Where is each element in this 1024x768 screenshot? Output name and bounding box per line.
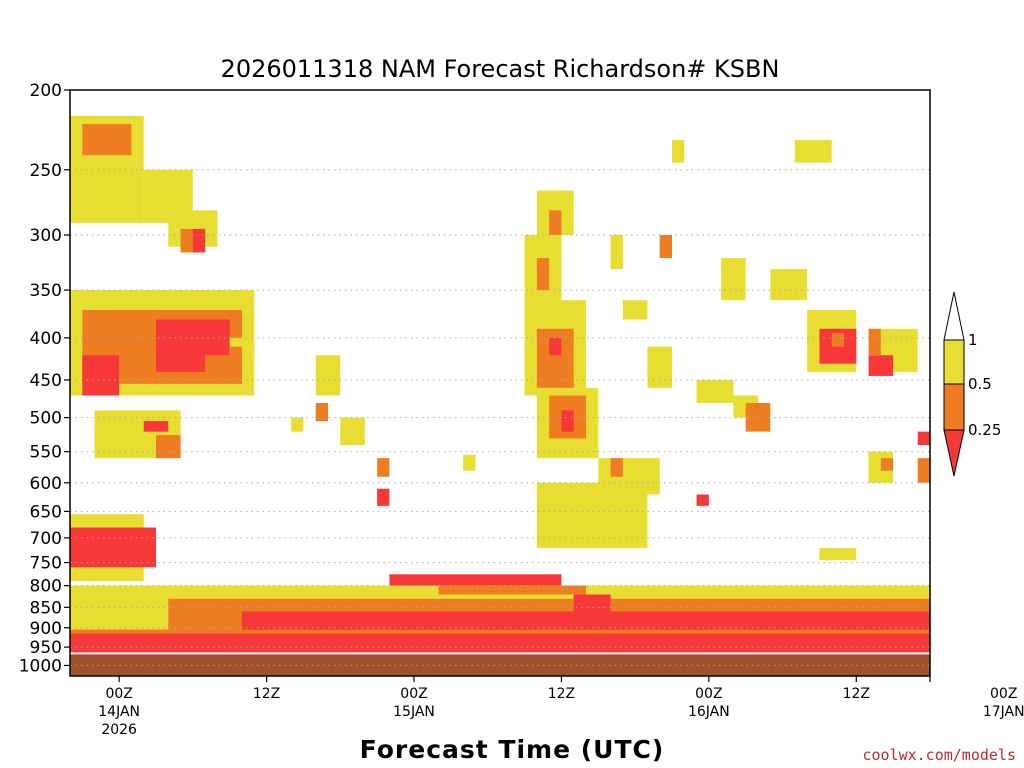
ri-region-lt_0.25: [82, 355, 120, 396]
ri-region-lt_0.25: [70, 527, 156, 568]
plot-area: [69, 89, 931, 677]
ri-region-0.25_0.5: [229, 346, 242, 364]
legend-swatch-lt-0.25: [943, 429, 965, 477]
ri-region-0.25_0.5: [82, 124, 132, 156]
ri-region-lt_0.25: [696, 494, 709, 506]
y-tick-label: 950: [30, 638, 62, 658]
x-tick-label: 00Z: [400, 686, 427, 702]
ri-region-lt_0.25: [573, 594, 611, 616]
y-tick-label: 600: [30, 474, 62, 494]
x-tick-label: 14JAN: [98, 704, 140, 720]
ri-region-0.5_1: [610, 234, 623, 270]
credit-text: coolwx.com/models: [862, 746, 1016, 764]
y-tick-label: 350: [30, 281, 62, 301]
ri-region-0.5_1: [770, 269, 808, 301]
ri-region-lt_0.25: [205, 319, 230, 356]
x-tick-label: 00Z: [695, 686, 722, 702]
legend-label: 0.25: [968, 421, 1001, 439]
ri-region-0.5_1: [598, 458, 660, 495]
x-axis-label: Forecast Time (UTC): [360, 735, 665, 764]
ground-below-surface: [70, 653, 930, 676]
x-tick-label: 12Z: [253, 686, 280, 702]
legend-swatch-0.25-0.5: [943, 383, 965, 431]
ri-region-0.25_0.5: [868, 328, 881, 356]
ri-region-0.25_0.5: [377, 458, 390, 477]
x-axis: 00Z 14JAN 2026 12Z 00Z 15JAN 12Z 00Z 16JAN 12Z 00Z…: [98, 676, 1024, 738]
ri-region-0.5_1: [672, 139, 685, 163]
ri-region-0.25_0.5: [659, 234, 672, 259]
y-tick-label: 750: [30, 554, 62, 574]
ri-region-0.25_0.5: [831, 333, 844, 347]
ri-region-lt_0.25: [549, 337, 562, 356]
ri-region-0.25_0.5: [438, 585, 586, 595]
ri-region-0.25_0.5: [315, 403, 328, 422]
ri-region-lt_0.25: [917, 431, 930, 446]
legend-label: 0.5: [968, 375, 992, 393]
ri-region-0.25_0.5: [880, 458, 894, 471]
x-tick-label: 00Z: [990, 686, 1017, 702]
x-tick-label: 12Z: [548, 686, 575, 702]
y-tick-label: 700: [30, 529, 62, 549]
y-tick-label: 500: [30, 409, 62, 429]
ri-region-0.5_1: [721, 258, 746, 301]
x-tick-label: 15JAN: [393, 704, 435, 720]
ri-region-lt_0.25: [389, 574, 562, 586]
pressure-gridlines: [70, 169, 930, 666]
legend-swatch-0.5-1: [943, 339, 965, 385]
ri-region-0.25_0.5: [549, 210, 562, 235]
ri-region-0.5_1: [291, 417, 304, 432]
y-tick-label: 450: [30, 371, 62, 391]
y-tick-label: 650: [30, 502, 62, 522]
color-legend: 1 0.5 0.25: [943, 291, 1001, 477]
ri-region-lt_0.25: [868, 355, 894, 376]
ri-region-0.5_1: [794, 139, 832, 163]
x-tick-label: 00Z: [105, 686, 132, 702]
x-tick-label: 17JAN: [983, 704, 1024, 720]
ri-region-lt_0.25: [143, 421, 169, 432]
y-tick-label: 250: [30, 161, 62, 181]
y-tick-label: 550: [30, 443, 62, 463]
legend-swatch-gt-1: [943, 291, 965, 341]
ri-region-0.25_0.5: [917, 458, 930, 483]
legend-label: 1: [968, 331, 978, 349]
y-tick-label: 800: [30, 577, 62, 597]
ri-region-0.5_1: [622, 300, 648, 320]
ri-region-0.25_0.5: [536, 258, 550, 291]
chart-title: 2026011318 NAM Forecast Richardson# KSBN: [221, 55, 780, 83]
x-tick-label: 2026: [101, 722, 137, 738]
y-tick-label: 1000: [19, 656, 62, 676]
ri-region-0.5_1: [647, 346, 672, 388]
y-tick-label: 300: [30, 226, 62, 246]
ri-region-0.5_1: [340, 417, 365, 446]
ri-region-0.25_0.5: [610, 458, 623, 477]
ri-region-0.5_1: [315, 355, 341, 396]
x-tick-label: 16JAN: [688, 704, 730, 720]
plot-frame: [69, 89, 931, 677]
ri-region-lt_0.25: [156, 319, 206, 372]
ri-region-0.25_0.5: [156, 435, 181, 459]
y-tick-label: 900: [30, 619, 62, 639]
ri-region-lt_0.25: [561, 410, 574, 432]
ri-region-lt_0.25: [192, 228, 206, 253]
ri-region-0.5_1: [819, 547, 857, 561]
y-tick-label: 200: [30, 81, 62, 101]
ri-region-0.25_0.5: [70, 629, 930, 634]
ri-region-0.5_1: [463, 454, 476, 471]
y-axis: 200 250 300 350 400 450 500 550 600 650 700 750 8008…: [19, 81, 70, 676]
ri-region-0.5_1: [696, 379, 734, 404]
y-tick-label: 400: [30, 329, 62, 349]
ri-region-lt_0.25: [377, 488, 390, 506]
x-tick-label: 12Z: [843, 686, 870, 702]
y-tick-label: 850: [30, 598, 62, 618]
